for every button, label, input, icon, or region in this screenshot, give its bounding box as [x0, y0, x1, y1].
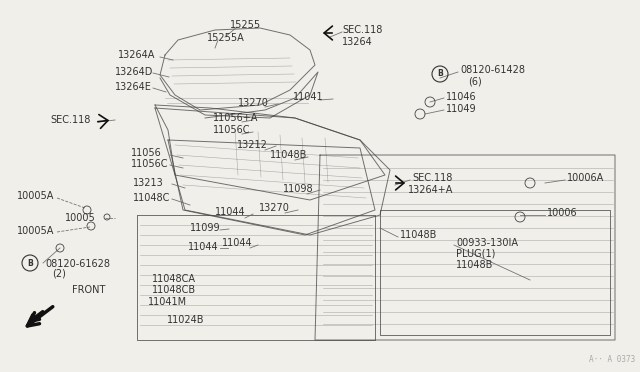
- Text: PLUG(1): PLUG(1): [456, 249, 495, 259]
- Text: 11048CB: 11048CB: [152, 285, 196, 295]
- Text: 11044: 11044: [215, 207, 246, 217]
- Text: 15255: 15255: [230, 20, 261, 30]
- Text: 10005A: 10005A: [17, 191, 54, 201]
- Text: 13264: 13264: [342, 37, 372, 47]
- Text: 11056C: 11056C: [213, 125, 250, 135]
- Text: 13213: 13213: [133, 178, 164, 188]
- Text: 13212: 13212: [237, 140, 268, 150]
- Text: 10006A: 10006A: [567, 173, 604, 183]
- Text: 00933-130IA: 00933-130IA: [456, 238, 518, 248]
- Text: B: B: [437, 70, 443, 78]
- Text: 11056+A: 11056+A: [213, 113, 259, 123]
- Text: SEC.118: SEC.118: [412, 173, 452, 183]
- Text: 13264D: 13264D: [115, 67, 154, 77]
- Text: SEC.118: SEC.118: [342, 25, 382, 35]
- Text: 11041M: 11041M: [148, 297, 187, 307]
- Text: 13270: 13270: [259, 203, 290, 213]
- Text: 11099: 11099: [190, 223, 221, 233]
- Text: (2): (2): [52, 269, 66, 279]
- Text: 11044: 11044: [188, 242, 219, 252]
- Text: 11056C: 11056C: [131, 159, 168, 169]
- Text: 13264+A: 13264+A: [408, 185, 453, 195]
- Text: 11024B: 11024B: [167, 315, 205, 325]
- Text: 11048C: 11048C: [133, 193, 170, 203]
- Text: (6): (6): [468, 77, 482, 87]
- Text: 10006: 10006: [547, 208, 578, 218]
- Text: 13264E: 13264E: [115, 82, 152, 92]
- Text: 13270: 13270: [238, 98, 269, 108]
- Text: 10005: 10005: [65, 213, 96, 223]
- Text: B: B: [27, 259, 33, 267]
- Text: 11098: 11098: [283, 184, 314, 194]
- Text: 11048B: 11048B: [456, 260, 493, 270]
- Text: 11044: 11044: [222, 238, 253, 248]
- Text: 15255A: 15255A: [207, 33, 244, 43]
- Text: 13264A: 13264A: [118, 50, 156, 60]
- Text: 10005A: 10005A: [17, 226, 54, 236]
- Text: A·· A 0373: A·· A 0373: [589, 355, 635, 364]
- Text: 11046: 11046: [446, 92, 477, 102]
- Text: 11048B: 11048B: [400, 230, 437, 240]
- Text: FRONT: FRONT: [72, 285, 106, 295]
- Text: 11048B: 11048B: [270, 150, 307, 160]
- Text: 11048CA: 11048CA: [152, 274, 196, 284]
- Text: 08120-61428: 08120-61428: [460, 65, 525, 75]
- Text: 08120-61628: 08120-61628: [45, 259, 110, 269]
- Text: 11056: 11056: [131, 148, 162, 158]
- Text: 11041: 11041: [293, 92, 324, 102]
- Text: SEC.118: SEC.118: [50, 115, 90, 125]
- Text: 11049: 11049: [446, 104, 477, 114]
